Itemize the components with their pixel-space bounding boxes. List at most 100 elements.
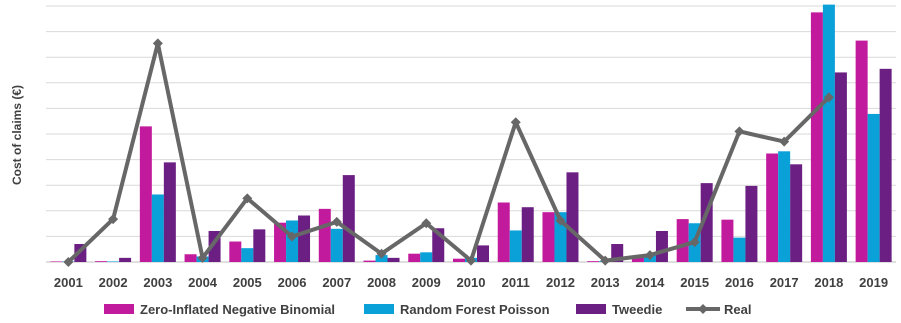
bar-zero-inflated-negative-binomial-2004 [184,254,197,262]
point-real-2012 [555,215,566,226]
point-real-2003 [152,38,163,49]
bar-zero-inflated-negative-binomial-2002 [95,261,108,262]
x-tick-label-2004: 2004 [188,275,218,290]
point-real-2017 [779,136,790,147]
bar-tweedie-2002 [119,257,132,262]
legend-label-real: Real [724,302,751,317]
point-real-2015 [689,237,700,248]
x-tick-label-2002: 2002 [99,275,128,290]
x-tick-label-2011: 2011 [502,275,530,290]
bar-zero-inflated-negative-binomial-2006 [274,222,287,262]
bar-zero-inflated-negative-binomial-2014 [631,256,644,262]
bar-random-forest-poisson-2005 [241,248,254,262]
point-real-2014 [644,250,655,261]
bar-tweedie-2007 [342,175,355,262]
legend-label-zero-inflated-negative-binomial: Zero-Inflated Negative Binomial [140,302,335,317]
x-tick-label-2018: 2018 [814,275,843,290]
x-tick-label-2006: 2006 [278,275,307,290]
bar-tweedie-2018 [834,72,847,262]
bar-zero-inflated-negative-binomial-2008 [363,260,376,262]
bar-tweedie-2014 [655,231,668,262]
legend-item-random-forest-poisson: Random Forest Poisson [364,302,550,317]
bar-zero-inflated-negative-binomial-2016 [721,219,734,262]
bar-zero-inflated-negative-binomial-2003 [139,126,152,262]
x-tick-label-2007: 2007 [322,275,351,290]
bar-tweedie-2019 [879,68,892,262]
bar-random-forest-poisson-2009 [420,252,433,262]
legend-label-random-forest-poisson: Random Forest Poisson [400,302,550,317]
x-tick-label-2005: 2005 [233,275,262,290]
x-tick-label-2019: 2019 [859,275,888,290]
legend-swatch-zero-inflated-negative-binomial [104,304,134,314]
point-real-2002 [108,214,119,225]
point-real-2004 [197,252,208,263]
line-real [66,41,831,264]
bar-random-forest-poisson-2007 [330,228,343,262]
bar-zero-inflated-negative-binomial-2013 [587,261,600,262]
bar-zero-inflated-negative-binomial-2010 [453,258,465,262]
legend: Zero-Inflated Negative Binomial Random Fo… [104,302,751,317]
y-axis-label: Cost of claims (€) [10,85,24,185]
bar-random-forest-poisson-2003 [151,194,164,262]
point-real-2001 [63,257,74,267]
bar-tweedie-2006 [298,215,311,262]
bar-zero-inflated-negative-binomial-2007 [318,208,331,262]
point-real-2005 [242,193,253,204]
point-real-2018 [823,92,834,103]
point-real-2008 [376,248,387,259]
x-tick-label-2003: 2003 [143,275,172,290]
x-tick-label-2001: 2001 [54,275,83,290]
x-tick-label-2012: 2012 [546,275,575,290]
x-tick-label-2016: 2016 [725,275,754,290]
bar-tweedie-2005 [253,229,266,262]
x-tick-labels: 2001 2002 2003 2004 2005 2006 2007 2008 2009 2010… [54,275,888,290]
x-tick-label-2009: 2009 [412,275,441,290]
legend-swatch-random-forest-poisson [364,304,394,314]
line-layer [63,38,834,267]
x-tick-label-2017: 2017 [770,275,799,290]
x-tick-label-2015: 2015 [680,275,709,290]
bar-random-forest-poisson-2016 [733,237,746,262]
bar-tweedie-2003 [163,162,176,262]
point-real-2009 [421,218,432,229]
bar-tweedie-2011 [521,207,534,262]
point-real-2010 [466,255,476,266]
x-tick-label-2010: 2010 [457,275,486,290]
bar-random-forest-poisson-2019 [867,113,880,262]
bar-tweedie-2008 [387,257,400,262]
point-real-2011 [510,117,521,128]
bar-zero-inflated-negative-binomial-2005 [229,241,242,262]
x-tick-label-2014: 2014 [635,275,665,290]
bar-random-forest-poisson-2017 [778,151,791,262]
bar-zero-inflated-negative-binomial-2001 [50,261,63,262]
bar-random-forest-poisson-2002 [107,261,120,262]
bar-zero-inflated-negative-binomial-2012 [542,212,555,262]
legend-item-zero-inflated-negative-binomial: Zero-Inflated Negative Binomial [104,302,335,317]
bar-random-forest-poisson-2011 [509,230,522,262]
point-real-2016 [734,126,745,137]
point-real-2013 [600,255,611,266]
bar-zero-inflated-negative-binomial-2018 [810,12,823,263]
bar-tweedie-2017 [790,164,803,262]
point-real-2006 [287,231,298,242]
bar-random-forest-poisson-2018 [822,4,835,263]
bar-tweedie-2010 [477,245,489,262]
x-tick-label-2013: 2013 [591,275,620,290]
bar-zero-inflated-negative-binomial-2017 [766,153,779,262]
bar-layer [50,4,892,263]
legend-swatch-marker-real [698,304,708,314]
bar-zero-inflated-negative-binomial-2015 [676,219,689,262]
bar-zero-inflated-negative-binomial-2009 [408,253,421,262]
bar-tweedie-2016 [745,185,758,262]
x-tick-label-2008: 2008 [367,275,396,290]
legend-item-real: Real [686,302,751,317]
legend-label-tweedie: Tweedie [612,302,662,317]
bar-zero-inflated-negative-binomial-2019 [855,40,868,263]
bar-zero-inflated-negative-binomial-2011 [497,202,510,262]
legend-item-tweedie: Tweedie [576,302,662,317]
legend-swatch-tweedie [576,304,606,314]
point-real-2007 [331,216,342,227]
bar-tweedie-2012 [566,172,579,262]
